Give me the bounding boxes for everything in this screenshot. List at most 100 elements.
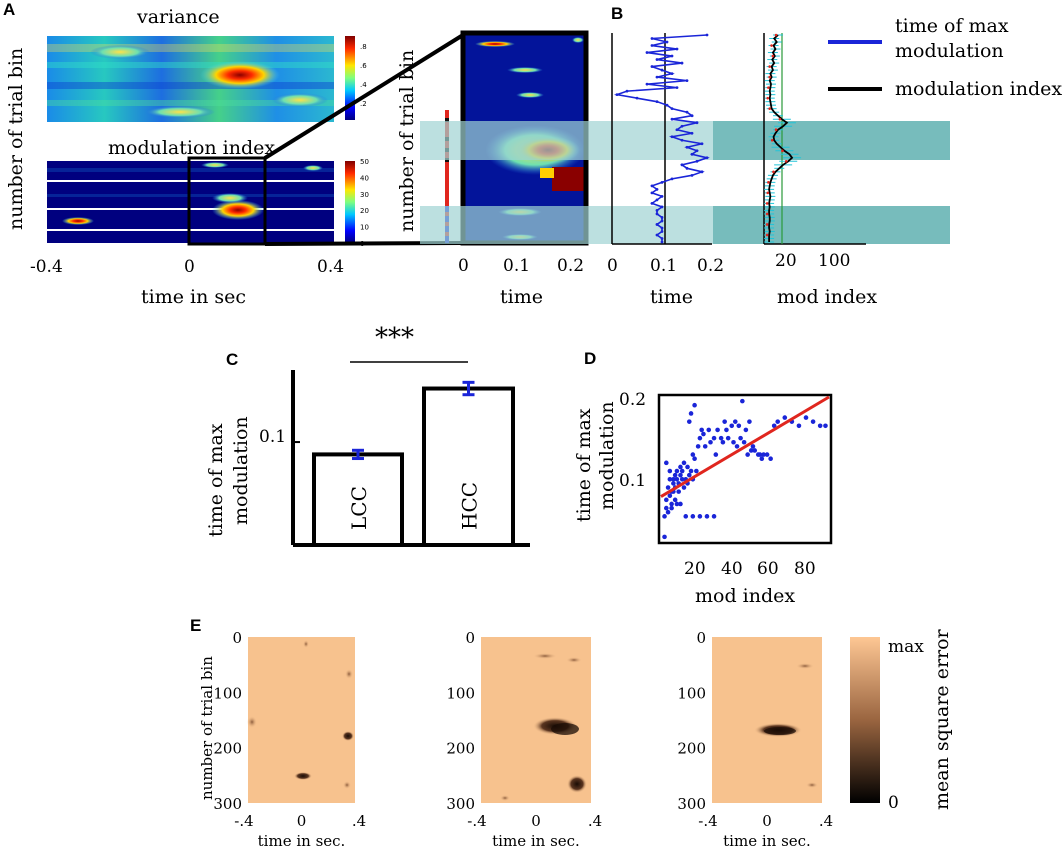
mse-xtick-label: 0 bbox=[762, 812, 772, 830]
scatter-point bbox=[697, 435, 703, 441]
scatter-point bbox=[768, 456, 773, 462]
zoom-ylabel: number of trial bin bbox=[396, 50, 418, 232]
panel-b-mod-xlabel: mod index bbox=[777, 286, 877, 308]
time-trace-point bbox=[650, 44, 654, 47]
scatter-point bbox=[694, 468, 699, 474]
time-trace-point bbox=[695, 149, 699, 153]
zoom-selection-box bbox=[187, 156, 267, 246]
time-trace-point bbox=[655, 58, 659, 61]
panel-d-scatter bbox=[660, 395, 830, 540]
mse-ytick-label: 0 bbox=[696, 629, 706, 647]
panel-c-bar-chart: LCC HCC bbox=[291, 361, 530, 548]
scatter-point bbox=[732, 419, 738, 424]
mse-colorbar-max: max bbox=[888, 637, 924, 657]
time-trace-point bbox=[695, 159, 699, 163]
scatter-point bbox=[674, 476, 680, 482]
panel-b-mod-xtick-1: 100 bbox=[818, 251, 850, 271]
mse-ytick-label: 300 bbox=[446, 795, 475, 813]
scatter-point bbox=[810, 419, 816, 424]
mse-map-3 bbox=[712, 637, 822, 803]
regression-line bbox=[660, 395, 830, 498]
panel-b-time-xlabel: time bbox=[650, 286, 693, 308]
modindex-cbar-tick-label: 40 bbox=[360, 174, 369, 182]
scatter-point bbox=[674, 468, 680, 474]
panel-a-xtick-pos: 0.4 bbox=[317, 257, 344, 277]
time-trace-point bbox=[650, 202, 654, 205]
scatter-point bbox=[681, 485, 687, 490]
mod-trace-point bbox=[778, 117, 782, 121]
scatter-point bbox=[708, 439, 713, 445]
scatter-point bbox=[662, 514, 667, 519]
mse-ytick-label: 0 bbox=[465, 629, 475, 647]
scatter-point bbox=[803, 415, 809, 420]
scatter-point bbox=[690, 514, 696, 519]
zoom-xtick-1: 0.1 bbox=[503, 256, 530, 276]
time-trace-point bbox=[685, 79, 689, 83]
mse-ytick-label: 100 bbox=[677, 684, 706, 702]
mse-ytick-label: 200 bbox=[213, 740, 242, 758]
time-trace-point bbox=[650, 184, 654, 188]
time-trace-point bbox=[660, 230, 664, 233]
time-trace-point bbox=[655, 75, 659, 79]
time-trace-point bbox=[670, 72, 674, 75]
panel-a-ylabel: number of trial bin bbox=[5, 48, 27, 230]
scatter-point bbox=[729, 423, 735, 429]
time-trace-point bbox=[670, 107, 674, 111]
scatter-point bbox=[699, 427, 704, 433]
scatter-point bbox=[817, 423, 823, 429]
mse-ytick-label: 0 bbox=[232, 629, 242, 647]
mse-ytick-label: 100 bbox=[446, 684, 475, 702]
panel-c-ylabel-line2: modulation bbox=[230, 416, 252, 525]
scatter-point bbox=[665, 509, 671, 515]
mse-xtick-label: .4 bbox=[352, 812, 366, 830]
scatter-point bbox=[724, 427, 729, 433]
scatter-point bbox=[678, 472, 683, 478]
scatter-point bbox=[683, 514, 689, 519]
mod-trace-point bbox=[768, 107, 771, 110]
modulation-index-trace bbox=[764, 33, 802, 243]
zoom-xlabel: time bbox=[500, 286, 543, 308]
mse-ytick-label: 300 bbox=[213, 795, 242, 813]
scatter-point bbox=[690, 452, 696, 457]
panel-d-ylabel-line1: time of max bbox=[573, 408, 595, 522]
mod-trace-point bbox=[774, 128, 778, 132]
modindex-cbar-tick-label: 10 bbox=[360, 224, 369, 232]
time-trace-point bbox=[645, 82, 649, 86]
time-trace-point bbox=[660, 180, 664, 184]
mse-ytick-label: 300 bbox=[677, 795, 706, 813]
time-trace-point bbox=[660, 205, 664, 209]
modindex-title: modulation index bbox=[108, 137, 275, 159]
panel-label-a: A bbox=[3, 0, 15, 19]
variance-cbar-tick-label: .2 bbox=[360, 100, 367, 108]
mod-trace-point bbox=[765, 202, 769, 205]
time-trace-point bbox=[700, 142, 704, 146]
mse-ytick-label: 100 bbox=[213, 684, 242, 702]
mse-colorbar-label: mean square error bbox=[931, 628, 953, 810]
panel-e-ylabel: number of trial bin bbox=[198, 656, 216, 800]
scatter-point bbox=[740, 398, 745, 404]
mse-colorbar bbox=[850, 637, 880, 803]
mse-xlabel: time in sec. bbox=[492, 832, 580, 850]
scatter-point bbox=[664, 497, 669, 503]
mse-xtick-label: 0 bbox=[297, 812, 307, 830]
time-trace-point bbox=[675, 86, 679, 90]
mod-trace-point bbox=[770, 138, 774, 142]
time-trace-point bbox=[670, 54, 674, 58]
scatter-point bbox=[676, 489, 681, 494]
time-trace-point bbox=[655, 187, 659, 191]
scatter-point bbox=[711, 514, 717, 519]
time-trace-point bbox=[655, 209, 659, 212]
time-trace-point bbox=[685, 166, 689, 170]
legend-time-line1: time of max bbox=[895, 15, 1009, 37]
scatter-point bbox=[667, 476, 673, 482]
mod-trace-point bbox=[768, 75, 771, 79]
scatter-point bbox=[672, 472, 678, 478]
scatter-point bbox=[738, 435, 743, 441]
bar-label-lcc: LCC bbox=[347, 486, 371, 530]
time-trace-point bbox=[665, 40, 669, 44]
time-trace-point bbox=[680, 138, 684, 142]
scatter-point bbox=[702, 444, 708, 449]
scatter-point bbox=[750, 444, 756, 449]
mod-trace-point bbox=[781, 149, 784, 153]
